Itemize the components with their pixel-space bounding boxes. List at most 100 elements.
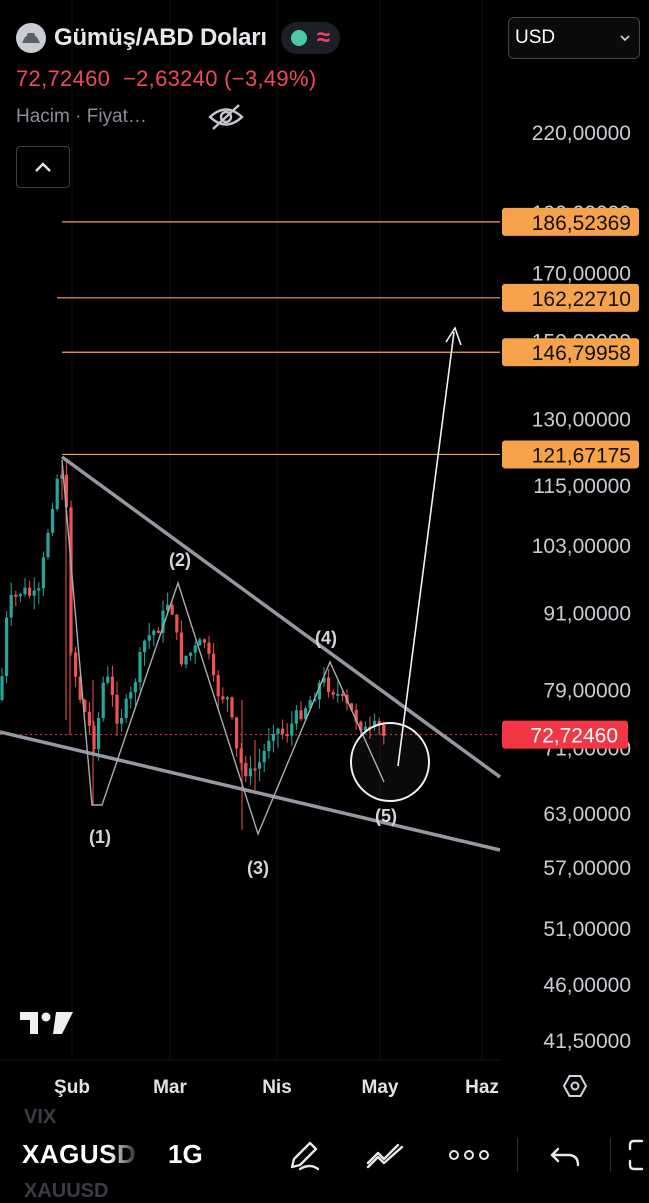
currency-value: USD [515,27,556,48]
price-tick-label: 79,00000 [543,680,631,703]
candle-body [271,733,275,741]
candle-body [69,507,73,653]
chevron-up-icon [35,162,51,172]
price-tick-label: 57,00000 [543,857,631,880]
candle-body [216,675,220,697]
candle-body [143,640,147,653]
candle-body [354,709,358,722]
candle-body [221,696,225,700]
symbol-title[interactable]: Gümüş/ABD Doları [54,24,267,51]
candle-body [115,694,119,724]
candle-body [244,763,248,777]
level-price-badge [502,207,639,236]
candle-body [32,590,36,596]
pen-icon[interactable] [284,1135,324,1180]
candle-body [189,652,193,656]
candle-body [175,614,179,633]
candle-body [120,717,124,724]
price-tick-label: 51,00000 [543,918,631,941]
candle-body [133,682,137,693]
candle-body [327,677,331,693]
candle-body [308,700,312,709]
candle-body [156,630,160,633]
candle-body [138,652,142,683]
candle-body [14,594,18,597]
undo-icon[interactable] [548,1135,584,1180]
candle-body [336,693,340,696]
candle-body [239,748,243,764]
candle-body [340,693,344,696]
price-chart[interactable]: (1) (2) (3) (4) (5) 220,00000190,00000170,00… [0,0,649,1128]
chart-grid [71,0,483,1060]
candle-body [55,478,59,510]
elliott-wave-path [61,459,385,837]
candle-body [267,740,271,751]
candle-body [304,708,308,720]
price-tick-label: 41,50000 [543,1030,631,1053]
candle-body [106,676,110,683]
price-tick-label: 220,00000 [532,122,631,145]
silver-bars-icon [16,23,46,53]
market-open-dot-icon [290,30,307,46]
fullscreen-icon[interactable] [628,1135,649,1180]
projection-arrow-line [397,331,455,767]
level-price-badge [502,338,639,367]
delayed-data-wave-icon: ≈ [316,24,330,51]
user-drawings[interactable] [0,326,502,852]
candle-body [51,509,55,533]
level-price-badge [502,440,639,469]
ghost-ticker-above: VIX [24,1106,57,1128]
time-tick-label: Nis [262,1077,292,1098]
candle-body [41,557,45,589]
candlestick-series [0,461,386,830]
candle-body [147,635,151,641]
candle-body [207,642,211,654]
price-tick-label: 130,00000 [532,408,631,431]
wave-label: (1) [89,827,111,847]
upper-trendline [60,455,502,779]
indicators-icon[interactable] [364,1135,406,1180]
hexagon-settings-icon[interactable] [562,1075,588,1097]
candle-body [262,750,266,763]
time-tick-label: Haz [465,1077,499,1098]
symbol-header[interactable]: Gümüş/ABD Doları ≈ [16,22,340,54]
indicators-legend[interactable]: Hacim · Fiyat… [16,106,147,127]
hexagon-center [570,1081,580,1091]
candle-body [101,682,105,718]
candle-body [46,532,50,558]
wave-label: (4) [315,628,337,648]
candle-body [202,639,206,643]
time-axis[interactable]: Şub Mar Nis May Haz [0,1059,588,1098]
wave-label: (3) [247,858,269,878]
candle-body [110,676,114,695]
candle-body [92,725,96,750]
collapse-legend-button[interactable] [16,146,70,188]
candle-body [78,676,82,700]
candle-body [161,610,165,633]
candle-body [87,711,91,726]
level-price-label: 146,79958 [532,342,631,365]
price-tick-label: 170,00000 [532,262,631,285]
candle-body [350,703,354,710]
candle-body [359,721,363,731]
candle-body [37,588,41,591]
eye-off-icon[interactable] [206,102,246,137]
price-axis[interactable]: 220,00000190,00000170,00000150,00000130,… [502,122,639,1053]
market-status-pill[interactable]: ≈ [280,22,340,54]
ellipsis-icon[interactable] [448,1135,490,1180]
currency-select[interactable]: USD [508,17,640,59]
candle-body [23,587,27,595]
price-tick-label: 103,00000 [532,535,631,558]
projection-arrow-head [445,326,462,346]
candle-body [193,645,197,653]
interval-button[interactable]: 1G [168,1139,203,1169]
candle-body [322,677,326,683]
last-price-badge [502,720,628,749]
candle-body [198,639,202,646]
candle-body [281,728,285,735]
candle-body [258,762,262,769]
candle-body [230,697,234,718]
wave-label: (5) [375,806,397,826]
candle-body [276,728,280,734]
candle-body [248,768,252,777]
